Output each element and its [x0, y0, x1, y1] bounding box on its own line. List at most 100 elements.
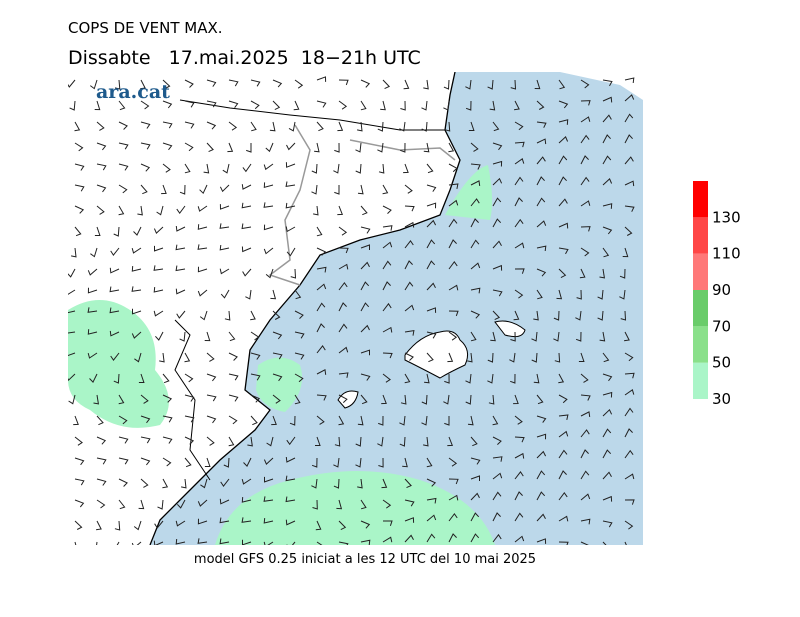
wind-barb — [399, 436, 406, 447]
wind-barb — [602, 155, 612, 165]
wind-barb — [286, 142, 296, 151]
wind-barb — [285, 202, 296, 209]
wind-barb — [247, 436, 253, 447]
wind-barb — [313, 205, 319, 216]
wind-barb — [360, 261, 370, 270]
wind-barb — [510, 331, 516, 342]
wind-barb — [558, 470, 567, 480]
wind-barb — [536, 245, 547, 252]
wind-barb — [219, 538, 230, 545]
wind-barb — [624, 134, 633, 144]
wind-barb — [448, 284, 459, 291]
wind-barb — [448, 457, 458, 467]
wind-barb — [286, 247, 296, 257]
colorbar-band — [693, 217, 708, 254]
wind-barb — [382, 79, 391, 90]
wind-barb — [624, 156, 634, 165]
wind-barb — [624, 180, 635, 187]
wind-barb — [421, 100, 428, 111]
wind-barb — [447, 352, 454, 363]
wind-barb — [624, 352, 634, 362]
wind-barbs — [68, 76, 635, 545]
wind-barb — [241, 478, 252, 485]
wind-barb — [204, 331, 211, 342]
wind-barb — [382, 499, 392, 509]
wind-barb — [490, 331, 496, 342]
wind-barb — [448, 239, 457, 249]
wind-barb — [269, 121, 276, 132]
wind-barb — [227, 142, 234, 153]
wind-barb — [558, 222, 569, 229]
wind-barb — [74, 121, 81, 132]
footer: model GFS 0.25 iniciat a les 12 UTC del … — [194, 552, 536, 567]
wind-barb — [68, 373, 76, 382]
wind-barb — [580, 100, 591, 106]
wind-barb — [69, 100, 76, 111]
wind-barb — [448, 494, 459, 501]
wind-barb — [87, 329, 98, 335]
wind-barb — [271, 415, 277, 426]
wind-barb — [206, 142, 214, 153]
wind-barb — [156, 205, 164, 216]
wind-barb — [444, 121, 451, 132]
wind-barb — [444, 416, 450, 426]
wind-barb — [74, 478, 85, 486]
wind-barb — [184, 457, 192, 468]
wind-barb — [558, 449, 568, 459]
wind-barb — [316, 369, 327, 375]
wind-barb — [624, 541, 627, 545]
wind-barb — [470, 475, 480, 481]
wind-barb — [294, 352, 305, 360]
wind-barb — [286, 436, 296, 446]
wind-barb — [492, 121, 500, 132]
wind-barb — [153, 540, 164, 545]
wind-barb — [536, 394, 544, 405]
wind-barb — [382, 281, 391, 291]
wind-barb — [222, 163, 230, 174]
wind-barb — [68, 394, 76, 405]
wind-barb — [465, 100, 472, 111]
wind-barb — [470, 331, 477, 342]
wind-barb — [357, 415, 364, 426]
wind-barb — [314, 142, 320, 153]
wind-barb — [443, 79, 450, 90]
wind-barb — [443, 394, 450, 405]
wind-barb — [140, 142, 151, 150]
wind-barb — [580, 394, 591, 401]
wind-barb — [602, 96, 613, 103]
wind-barb — [197, 244, 208, 250]
wind-barb — [263, 541, 274, 545]
wind-barb — [87, 268, 98, 276]
wind-barb — [624, 428, 633, 438]
wind-barb — [487, 79, 494, 90]
wind-barb — [197, 224, 208, 230]
wind-barb — [338, 541, 349, 545]
wind-barb — [377, 142, 384, 153]
wind-barb — [162, 436, 173, 444]
wind-barb — [116, 541, 120, 545]
wind-barb — [470, 142, 479, 152]
wind-barb — [602, 373, 613, 382]
wind-barb — [140, 478, 149, 488]
wind-barb — [285, 496, 296, 503]
wind-barb — [536, 513, 546, 522]
wind-barb — [467, 415, 474, 426]
wind-barb — [294, 331, 305, 339]
colorbar-label: 130 — [712, 208, 741, 226]
wind-barb — [355, 163, 362, 174]
wind-barb — [558, 430, 569, 438]
wind-barb — [554, 352, 561, 363]
wind-barb — [404, 205, 415, 212]
wind-barb — [272, 310, 281, 320]
borders — [268, 124, 456, 286]
wind-barb — [492, 197, 502, 207]
wind-barb — [575, 310, 582, 321]
wind-barb — [492, 160, 503, 167]
wind-barb — [228, 373, 239, 381]
wind-barb — [241, 202, 252, 209]
wind-barb — [132, 308, 142, 315]
wind-barb — [316, 302, 326, 312]
wind-barb — [242, 539, 252, 545]
wind-barb — [118, 121, 128, 130]
wind-barb — [602, 203, 613, 209]
